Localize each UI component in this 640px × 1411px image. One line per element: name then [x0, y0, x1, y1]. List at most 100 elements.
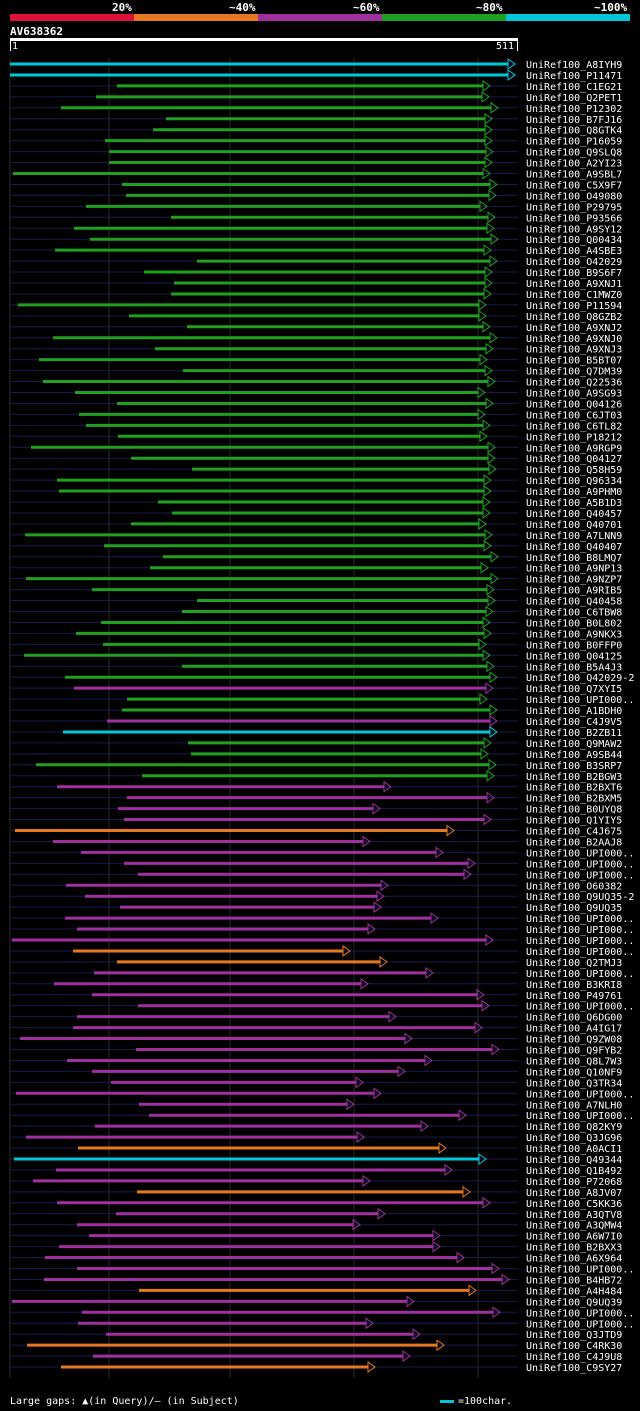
hit-row[interactable]: UniRef100_Q3JTD9 [10, 1328, 622, 1341]
hit-label[interactable]: UniRef100_UPI000.. [526, 695, 634, 706]
hit-row[interactable]: UniRef100_A6W7I0 [10, 1229, 622, 1243]
hit-label[interactable]: UniRef100_B4HB72 [526, 1275, 622, 1286]
hit-label[interactable]: UniRef100_Q9UQ35-2 [526, 892, 634, 903]
hit-row[interactable]: UniRef100_UPI000.. [10, 846, 634, 859]
hit-label[interactable]: UniRef100_P12302 [526, 104, 622, 115]
hit-label[interactable]: UniRef100_Q10NF9 [526, 1067, 622, 1078]
hit-row[interactable]: UniRef100_C9SY27 [10, 1361, 622, 1374]
hit-label[interactable]: UniRef100_UPI000.. [526, 1308, 634, 1319]
hit-row[interactable]: UniRef100_Q9UQ35 [10, 901, 622, 914]
hit-row[interactable]: UniRef100_UPI000.. [10, 868, 634, 881]
hit-label[interactable]: UniRef100_Q1YIY5 [526, 816, 622, 827]
hit-row[interactable]: UniRef100_P93566 [10, 211, 622, 224]
hit-label[interactable]: UniRef100_A7NLH0 [526, 1100, 622, 1111]
hit-label[interactable]: UniRef100_UPI000.. [526, 925, 634, 936]
hit-label[interactable]: UniRef100_Q6DG00 [526, 1013, 622, 1024]
hit-row[interactable]: UniRef100_C4J9V5 [10, 715, 622, 728]
hit-label[interactable]: UniRef100_A8JV07 [526, 1188, 622, 1199]
hit-label[interactable]: UniRef100_C4RK30 [526, 1341, 622, 1352]
hit-label[interactable]: UniRef100_A2YI23 [526, 159, 622, 170]
hit-row[interactable]: UniRef100_A9RIB5 [10, 583, 622, 597]
hit-row[interactable]: UniRef100_C4RK30 [10, 1339, 622, 1352]
hit-label[interactable]: UniRef100_UPI000.. [526, 1002, 634, 1013]
hit-row[interactable]: UniRef100_Q9ZW08 [10, 1032, 622, 1046]
hit-label[interactable]: UniRef100_B0L802 [526, 618, 622, 629]
hit-row[interactable]: UniRef100_B2AAJ8 [10, 835, 622, 848]
hit-label[interactable]: UniRef100_P49761 [526, 991, 622, 1002]
hit-row[interactable]: UniRef100_Q3JG96 [10, 1131, 622, 1144]
hit-label[interactable]: UniRef100_A3QMW4 [526, 1221, 622, 1232]
hit-label[interactable]: UniRef100_Q82KY9 [526, 1122, 622, 1133]
hit-row[interactable]: UniRef100_B2BGW3 [10, 769, 622, 783]
hit-row[interactable]: UniRef100_A9RGP9 [10, 441, 622, 454]
hit-row[interactable]: UniRef100_B9S6F7 [10, 266, 622, 279]
hit-label[interactable]: UniRef100_C4J9U8 [526, 1352, 622, 1363]
hit-label[interactable]: UniRef100_B8LMQ7 [526, 553, 622, 564]
hit-label[interactable]: UniRef100_UPI000.. [526, 1319, 634, 1330]
hit-label[interactable]: UniRef100_Q04125 [526, 651, 622, 662]
hit-label[interactable]: UniRef100_Q40458 [526, 597, 622, 608]
hit-label[interactable]: UniRef100_B3KRI8 [526, 980, 622, 991]
hit-label[interactable]: UniRef100_UPI000.. [526, 848, 634, 859]
hit-label[interactable]: UniRef100_A4SBE3 [526, 246, 622, 257]
hit-row[interactable]: UniRef100_B2BXX3 [10, 1240, 622, 1254]
hit-row[interactable]: UniRef100_Q8GZB2 [10, 309, 622, 323]
hit-label[interactable]: UniRef100_A9NZP7 [526, 575, 622, 586]
hit-label[interactable]: UniRef100_C9SY27 [526, 1363, 622, 1374]
hit-label[interactable]: UniRef100_A9XNJ3 [526, 345, 622, 356]
hit-row[interactable]: UniRef100_Q7DM39 [10, 364, 622, 378]
hit-label[interactable]: UniRef100_C6TBW8 [526, 608, 622, 619]
hit-label[interactable]: UniRef100_Q7XYI5 [526, 684, 622, 695]
hit-row[interactable]: UniRef100_Q9FYB2 [10, 1043, 622, 1057]
hit-row[interactable]: UniRef100_Q8GTK4 [10, 123, 622, 137]
hit-row[interactable]: UniRef100_O60382 [10, 879, 622, 892]
hit-row[interactable]: UniRef100_A2YI23 [10, 156, 622, 170]
hit-label[interactable]: UniRef100_Q9UQ39 [526, 1297, 622, 1308]
hit-row[interactable]: UniRef100_A0ACI1 [10, 1142, 622, 1155]
hit-row[interactable]: UniRef100_UPI000.. [10, 934, 634, 947]
hit-row[interactable]: UniRef100_P11471 [10, 68, 622, 82]
hit-label[interactable]: UniRef100_Q58H59 [526, 465, 622, 476]
hit-label[interactable]: UniRef100_A9SG93 [526, 389, 622, 400]
hit-label[interactable]: UniRef100_Q9FYB2 [526, 1046, 622, 1057]
hit-row[interactable]: UniRef100_UPI000.. [10, 1087, 634, 1100]
hit-label[interactable]: UniRef100_B3SRP7 [526, 761, 622, 772]
hit-row[interactable]: UniRef100_Q42029-2 [10, 671, 634, 684]
hit-row[interactable]: UniRef100_A9SY12 [10, 222, 622, 235]
hit-label[interactable]: UniRef100_A9RGP9 [526, 443, 622, 454]
hit-label[interactable]: UniRef100_A5B1D3 [526, 498, 622, 509]
hit-row[interactable]: UniRef100_B2BXM5 [10, 791, 622, 805]
hit-row[interactable]: UniRef100_C6TBW8 [10, 605, 622, 619]
hit-row[interactable]: UniRef100_Q8L7W3 [10, 1054, 622, 1067]
hit-label[interactable]: UniRef100_C5X9F7 [526, 180, 622, 191]
hit-row[interactable]: UniRef100_C6JT03 [10, 408, 622, 421]
hit-row[interactable]: UniRef100_O49080 [10, 189, 622, 202]
hit-row[interactable]: UniRef100_Q2TMJ3 [10, 955, 622, 969]
hit-label[interactable]: UniRef100_P93566 [526, 213, 622, 224]
hit-label[interactable]: UniRef100_C4J675 [526, 827, 622, 838]
hit-label[interactable]: UniRef100_Q96334 [526, 476, 622, 487]
hit-label[interactable]: UniRef100_A1BDH0 [526, 706, 622, 717]
hit-label[interactable]: UniRef100_Q04126 [526, 399, 622, 410]
hit-label[interactable]: UniRef100_P11594 [526, 301, 622, 312]
hit-row[interactable]: UniRef100_B7FJ16 [10, 112, 622, 126]
hit-row[interactable]: UniRef100_Q6DG00 [10, 1010, 622, 1024]
hit-row[interactable]: UniRef100_Q40701 [10, 517, 622, 531]
hit-row[interactable]: UniRef100_Q96334 [10, 474, 622, 487]
hit-label[interactable]: UniRef100_Q42029-2 [526, 673, 634, 684]
hit-label[interactable]: UniRef100_Q40457 [526, 509, 622, 520]
hit-row[interactable]: UniRef100_P72068 [10, 1174, 622, 1188]
hit-row[interactable]: UniRef100_B3KRI8 [10, 977, 622, 991]
hit-label[interactable]: UniRef100_Q8GZB2 [526, 312, 622, 323]
hit-label[interactable]: UniRef100_P11471 [526, 71, 622, 82]
hit-row[interactable]: UniRef100_Q40407 [10, 539, 622, 553]
hit-label[interactable]: UniRef100_Q1B492 [526, 1166, 622, 1177]
hit-label[interactable]: UniRef100_B2BXX3 [526, 1243, 622, 1254]
hit-row[interactable]: UniRef100_C1EG21 [10, 79, 622, 93]
hit-label[interactable]: UniRef100_Q2TMJ3 [526, 958, 622, 969]
hit-label[interactable]: UniRef100_UPI000.. [526, 1089, 634, 1100]
hit-row[interactable]: UniRef100_P12302 [10, 101, 622, 115]
hit-row[interactable]: UniRef100_B2BXT6 [10, 780, 622, 794]
hit-label[interactable]: UniRef100_C1EG21 [526, 82, 622, 93]
hit-row[interactable]: UniRef100_B0L802 [10, 616, 622, 629]
